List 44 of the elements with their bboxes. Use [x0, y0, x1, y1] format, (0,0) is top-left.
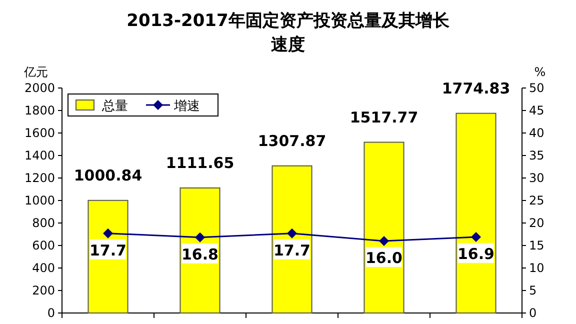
y2-tick-label: 20 — [529, 216, 544, 230]
y2-tick-label: 10 — [529, 261, 544, 275]
chart-title: 2013-2017年固定资产投资总量及其增长速度 — [126, 11, 450, 55]
y-tick-label: 1000 — [24, 194, 55, 208]
point — [287, 228, 297, 238]
y-tick-label: 1600 — [24, 126, 55, 140]
point — [103, 228, 113, 238]
y2-tick-label: 5 — [529, 284, 537, 298]
point — [471, 232, 481, 242]
y-tick-label: 0 — [47, 306, 55, 320]
y2-axis-title: % — [534, 65, 546, 79]
data-label: 17.7 — [273, 241, 311, 260]
y2-tick-label: 15 — [529, 238, 544, 252]
y-tick-label: 800 — [32, 216, 55, 230]
data-label: 17.7 — [89, 241, 127, 260]
y2-tick-label: 45 — [529, 104, 544, 118]
bar — [456, 112, 496, 314]
data-label: 16.0 — [365, 249, 403, 267]
point — [379, 236, 389, 246]
data-label: 1517.77 — [350, 108, 418, 126]
y2-tick-label: 40 — [529, 126, 544, 140]
y-tick-label: 2000 — [24, 81, 55, 95]
data-label: 16.9 — [457, 244, 495, 263]
data-label: 1307.87 — [258, 132, 326, 150]
y-tick-label: 200 — [32, 284, 55, 298]
data-label: 1000.84 — [74, 166, 142, 184]
y2-tick-label: 0 — [529, 306, 537, 320]
y-tick-label: 1800 — [24, 104, 55, 118]
data-label: 1111.65 — [166, 154, 234, 172]
y2-tick-label: 50 — [529, 81, 544, 95]
data-label: 16.8 — [181, 245, 219, 264]
y-tick-label: 600 — [32, 238, 55, 252]
y2-tick-label: 35 — [529, 148, 544, 162]
y-tick-label: 400 — [32, 261, 55, 275]
y2-tick-label: 25 — [529, 194, 544, 208]
y-tick-label: 1400 — [24, 148, 55, 162]
y-tick-label: 1200 — [24, 171, 55, 185]
legend-label: 增速 — [173, 99, 200, 114]
data-label: 1774.83 — [442, 79, 510, 98]
bar — [364, 142, 404, 314]
legend-label: 总量 — [101, 99, 128, 114]
y2-tick-label: 30 — [529, 171, 544, 185]
point — [195, 232, 205, 242]
y-axis-title: 亿元 — [23, 65, 48, 79]
